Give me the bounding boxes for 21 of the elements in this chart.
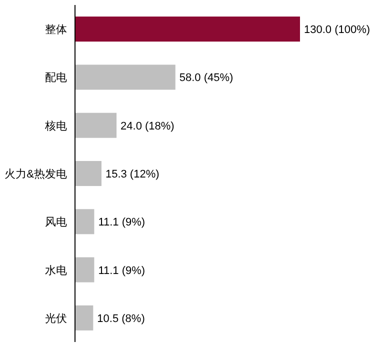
y-tick-label: 整体 (45, 24, 67, 36)
bar (75, 160, 102, 186)
y-tick-label: 光伏 (45, 312, 67, 325)
data-label: 58.0 (45%) (179, 72, 234, 84)
bar (75, 209, 94, 234)
y-tick-label: 风电 (45, 216, 67, 229)
data-label: 130.0 (100%) (304, 24, 370, 36)
bar (75, 257, 94, 282)
bar (75, 112, 117, 138)
y-tick-label: 火力&热发电 (4, 168, 67, 180)
bar (75, 64, 176, 90)
y-tick-label: 配电 (45, 71, 67, 84)
y-tick-label: 核电 (44, 119, 67, 132)
data-label: 24.0 (18%) (120, 120, 174, 132)
bar (75, 305, 94, 330)
data-label: 10.5 (8%) (97, 312, 145, 325)
data-label: 11.1 (9%) (98, 216, 146, 229)
data-label: 15.3 (12%) (105, 168, 160, 180)
data-label: 11.1 (9%) (98, 264, 146, 277)
y-tick-label: 水电 (45, 264, 67, 277)
bar (75, 16, 300, 42)
